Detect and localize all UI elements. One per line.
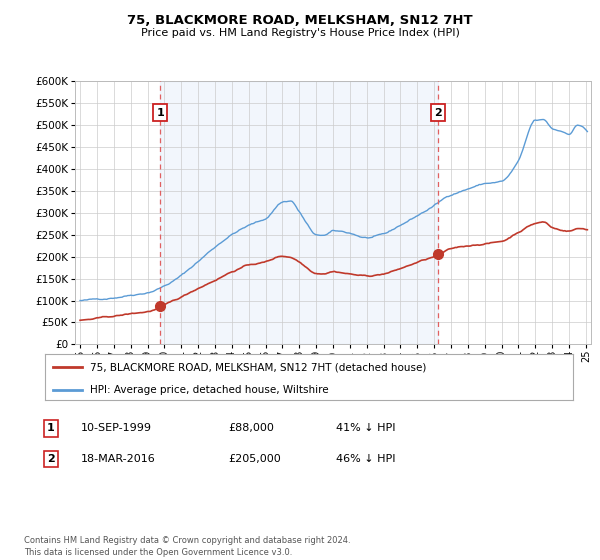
Text: 2: 2: [47, 454, 55, 464]
Text: 75, BLACKMORE ROAD, MELKSHAM, SN12 7HT: 75, BLACKMORE ROAD, MELKSHAM, SN12 7HT: [127, 14, 473, 27]
Text: 75, BLACKMORE ROAD, MELKSHAM, SN12 7HT (detached house): 75, BLACKMORE ROAD, MELKSHAM, SN12 7HT (…: [90, 362, 426, 372]
Text: 46% ↓ HPI: 46% ↓ HPI: [336, 454, 395, 464]
Text: 18-MAR-2016: 18-MAR-2016: [81, 454, 156, 464]
Text: Price paid vs. HM Land Registry's House Price Index (HPI): Price paid vs. HM Land Registry's House …: [140, 28, 460, 38]
Text: 41% ↓ HPI: 41% ↓ HPI: [336, 423, 395, 433]
Text: £205,000: £205,000: [228, 454, 281, 464]
Text: 2: 2: [434, 108, 442, 118]
Bar: [160, 81, 438, 344]
Text: 1: 1: [156, 108, 164, 118]
Text: £88,000: £88,000: [228, 423, 274, 433]
Text: HPI: Average price, detached house, Wiltshire: HPI: Average price, detached house, Wilt…: [90, 385, 329, 395]
Text: 1: 1: [47, 423, 55, 433]
Text: 10-SEP-1999: 10-SEP-1999: [81, 423, 152, 433]
Text: Contains HM Land Registry data © Crown copyright and database right 2024.
This d: Contains HM Land Registry data © Crown c…: [24, 536, 350, 557]
